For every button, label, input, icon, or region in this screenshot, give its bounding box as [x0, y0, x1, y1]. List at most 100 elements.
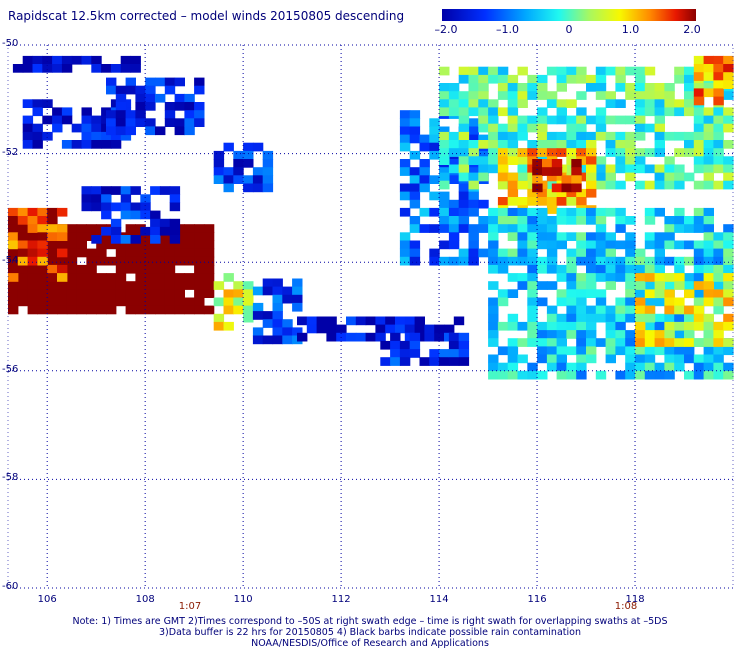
- wind-diff-cell: [713, 123, 724, 133]
- wind-diff-cell: [497, 256, 509, 266]
- wind-diff-cell: [684, 273, 695, 282]
- wind-diff-cell: [713, 346, 724, 356]
- wind-diff-cell: [66, 289, 78, 298]
- wind-diff-cell: [566, 197, 577, 206]
- wind-diff-cell: [537, 264, 548, 274]
- wind-diff-cell: [703, 83, 714, 92]
- wind-diff-cell: [326, 324, 337, 334]
- wind-diff-cell: [468, 240, 479, 250]
- wind-diff-cell: [468, 134, 479, 144]
- wind-diff-cell: [66, 305, 78, 315]
- wind-diff-cell: [52, 123, 63, 133]
- wind-diff-cell: [497, 297, 509, 307]
- wind-diff-cell: [81, 194, 92, 203]
- wind-diff-cell: [468, 66, 479, 76]
- wind-diff-cell: [439, 224, 450, 233]
- wind-diff-cell: [458, 99, 470, 108]
- wind-diff-cell: [635, 107, 646, 117]
- wind-diff-cell: [488, 338, 499, 347]
- wind-diff-cell: [468, 224, 479, 233]
- wind-diff-cell: [586, 232, 597, 241]
- wind-diff-cell: [164, 264, 176, 274]
- wind-diff-cell: [409, 110, 421, 119]
- wind-diff-cell: [703, 107, 714, 117]
- wind-diff-cell: [155, 240, 166, 250]
- wind-diff-cell: [537, 281, 548, 290]
- wind-diff-cell: [693, 264, 705, 274]
- wind-diff-cell: [576, 330, 587, 339]
- wind-diff-cell: [169, 202, 181, 212]
- wind-diff-cell: [625, 370, 636, 380]
- wind-diff-cell: [395, 316, 406, 326]
- wind-diff-cell: [429, 349, 440, 358]
- wind-diff-cell: [27, 216, 38, 225]
- wind-diff-cell: [576, 281, 587, 290]
- wind-diff-cell: [664, 289, 675, 299]
- wind-diff-cell: [546, 256, 558, 266]
- wind-diff-cell: [47, 248, 58, 258]
- wind-diff-cell: [566, 297, 577, 307]
- wind-diff-cell: [635, 156, 646, 165]
- wind-diff-cell: [174, 126, 185, 136]
- wind-diff-cell: [52, 107, 63, 117]
- wind-diff-cell: [586, 156, 597, 165]
- wind-diff-cell: [576, 197, 587, 206]
- wind-diff-cell: [713, 148, 724, 157]
- wind-diff-cell: [517, 370, 528, 380]
- wind-diff-cell: [155, 289, 166, 298]
- wind-diff-cell: [292, 278, 303, 288]
- wind-diff-cell: [76, 224, 87, 233]
- wind-diff-cell: [468, 74, 479, 84]
- wind-diff-cell: [566, 370, 577, 380]
- wind-diff-cell: [194, 281, 205, 290]
- wind-diff-cell: [57, 281, 68, 290]
- wind-diff-cell: [91, 55, 102, 65]
- wind-diff-cell: [693, 289, 705, 298]
- wind-diff-cell: [546, 354, 558, 364]
- wind-diff-cell: [703, 123, 714, 133]
- wind-diff-cell: [203, 224, 215, 233]
- wind-diff-cell: [115, 126, 127, 136]
- wind-diff-cell: [71, 123, 83, 133]
- wind-diff-cell: [654, 273, 665, 282]
- wind-diff-cell: [537, 131, 548, 141]
- wind-diff-cell: [723, 273, 734, 282]
- wind-diff-cell: [458, 183, 470, 193]
- wind-diff-cell: [527, 197, 538, 206]
- wind-diff-cell: [101, 202, 112, 212]
- wind-diff-cell: [478, 248, 489, 258]
- wind-diff-cell: [615, 346, 626, 356]
- wind-diff-cell: [723, 64, 734, 73]
- wind-diff-cell: [605, 338, 616, 347]
- wind-diff-cell: [595, 207, 607, 217]
- wind-diff-cell: [605, 232, 616, 241]
- wind-diff-cell: [458, 349, 470, 358]
- wind-diff-cell: [458, 248, 470, 258]
- wind-diff-cell: [674, 362, 685, 372]
- wind-diff-cell: [174, 240, 185, 250]
- wind-diff-cell: [174, 273, 185, 282]
- wind-diff-cell: [27, 240, 38, 250]
- wind-diff-cell: [37, 289, 48, 298]
- wind-diff-cell: [164, 110, 176, 119]
- wind-diff-cell: [155, 126, 166, 136]
- wind-diff-cell: [76, 289, 87, 298]
- wind-diff-cell: [169, 218, 181, 228]
- wind-diff-cell: [52, 64, 63, 73]
- wind-diff-cell: [625, 156, 636, 165]
- wind-diff-cell: [17, 264, 29, 274]
- wind-diff-cell: [546, 305, 558, 315]
- wind-diff-cell: [458, 115, 470, 125]
- wind-diff-cell: [517, 148, 528, 157]
- wind-diff-cell: [336, 324, 347, 334]
- wind-diff-cell: [586, 289, 597, 298]
- wind-diff-cell: [546, 362, 558, 372]
- wind-diff-cell: [537, 216, 548, 225]
- wind-diff-cell: [576, 66, 587, 76]
- wind-diff-cell: [571, 183, 582, 193]
- wind-diff-cell: [497, 248, 509, 258]
- wind-diff-cell: [635, 330, 646, 339]
- wind-diff-cell: [478, 134, 489, 144]
- wind-diff-cell: [537, 207, 548, 217]
- wind-diff-cell: [47, 305, 58, 315]
